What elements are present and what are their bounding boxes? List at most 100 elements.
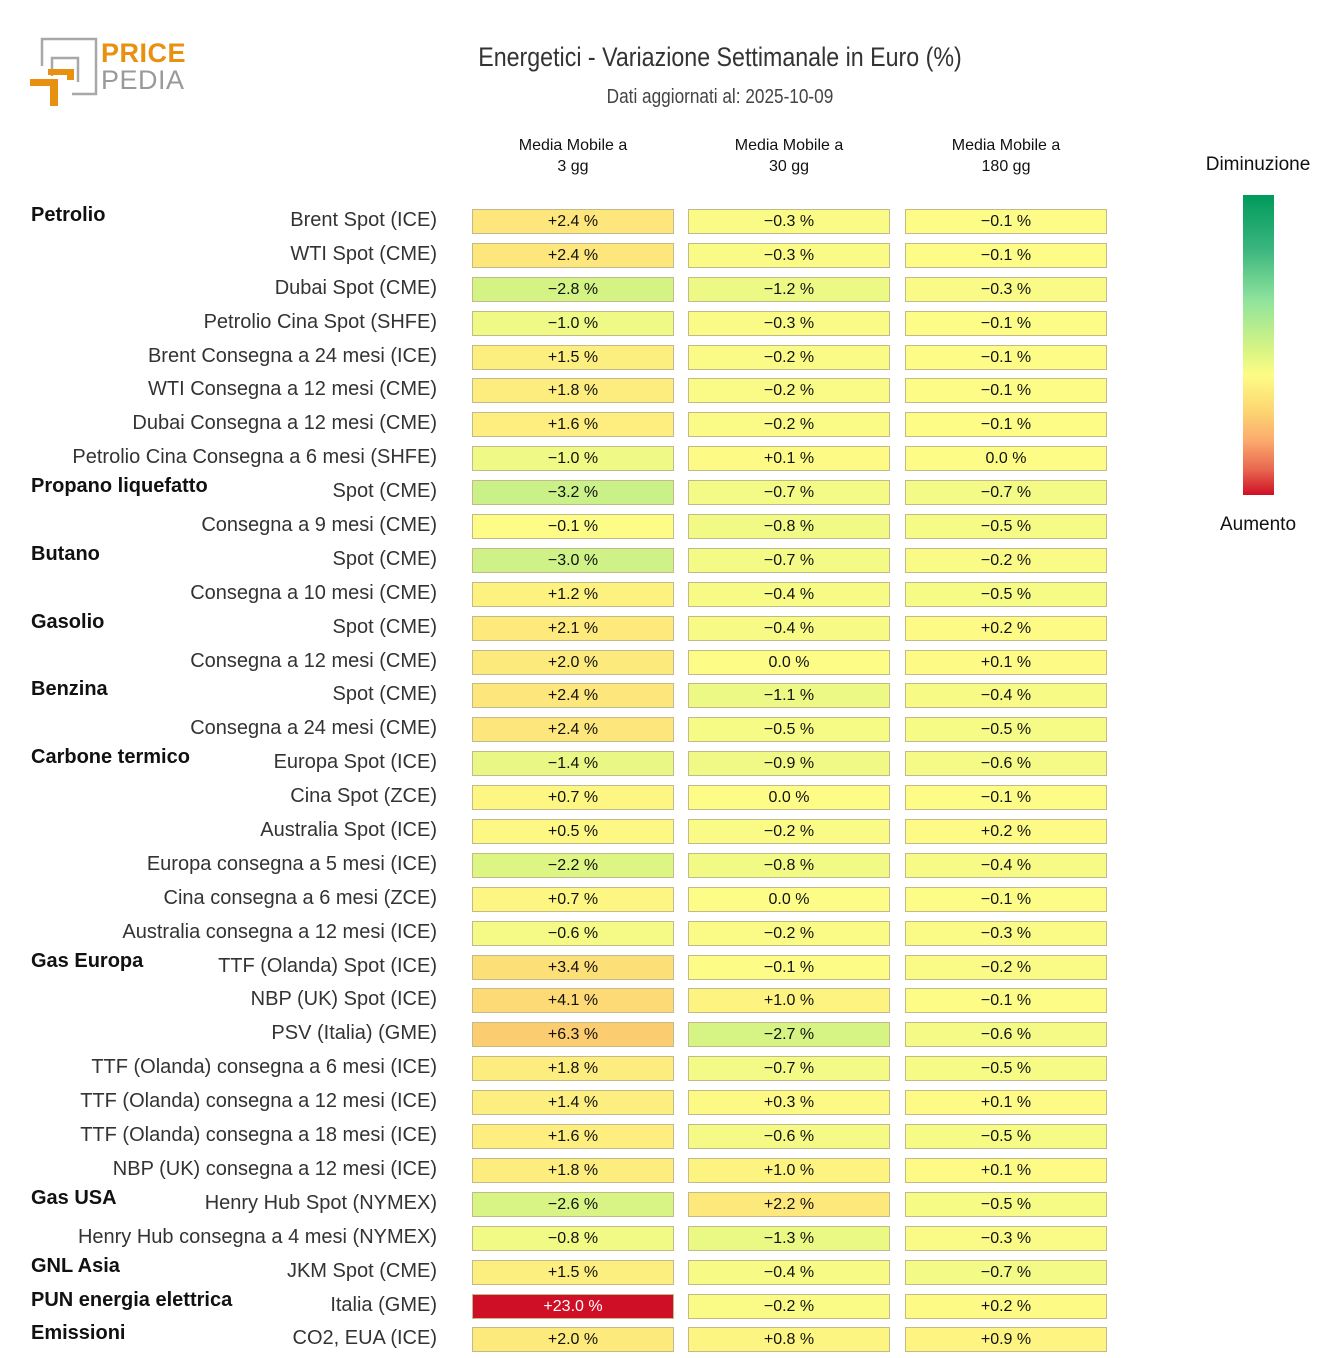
heatmap-cell: +0.9 % [905, 1327, 1107, 1353]
heatmap-cell: +6.3 % [472, 1022, 674, 1048]
heatmap-cell: −0.6 % [688, 1124, 890, 1150]
row-label: Petrolio Cina Spot (SHFE) [203, 310, 437, 333]
table-row: WTI Consegna a 12 mesi (CME) +1.8 % −0.2 %… [0, 375, 1120, 409]
table-row: Consegna a 10 mesi (CME) +1.2 % −0.4 % −0.5… [0, 579, 1120, 613]
column-header-line2: 180 gg [981, 158, 1031, 175]
row-label: Consegna a 24 mesi (CME) [190, 717, 437, 740]
category-label: Gas Europa [31, 949, 144, 972]
heatmap-cell: −0.6 % [905, 751, 1107, 777]
table-row: Propano liquefatto Spot (CME) −3.2 % −0.7 %… [0, 475, 1120, 511]
heatmap-cell: +3.4 % [472, 954, 674, 980]
logo-text: PRICE PEDIA [101, 40, 186, 94]
chart-subtitle: Dati aggiornati al: 2025-10-09 [606, 86, 834, 108]
heatmap-cell: +0.2 % [905, 819, 1107, 845]
legend-top-label: Diminuzione [1205, 154, 1311, 175]
table-row: Consegna a 9 mesi (CME) −0.1 % −0.8 % −0.5 … [0, 511, 1120, 545]
heatmap-cell: −2.6 % [472, 1191, 674, 1217]
heatmap-cell: +2.4 % [472, 209, 674, 234]
heatmap-cell: +0.5 % [472, 819, 674, 845]
category-label: Gasolio [31, 610, 105, 633]
column-header-line1: Media Mobile a [518, 137, 628, 154]
heatmap-cell: +2.4 % [472, 717, 674, 743]
heatmap-cell: +2.2 % [688, 1191, 890, 1217]
row-label: Spot (CME) [332, 615, 437, 638]
table-row: TTF (Olanda) consegna a 6 mesi (ICE) +1.8… [0, 1053, 1120, 1087]
category-label: Propano liquefatto [31, 475, 208, 498]
column-header-line2: 3 gg [557, 158, 589, 175]
category-label: Carbone termico [31, 746, 190, 769]
heatmap-cell: −0.1 % [905, 344, 1107, 370]
heatmap-cell: −0.4 % [688, 1259, 890, 1285]
row-label: Consegna a 10 mesi (CME) [190, 581, 437, 604]
heatmap-cell: 0.0 % [688, 785, 890, 811]
heatmap-cell: −0.1 % [905, 886, 1107, 912]
table-row: TTF (Olanda) consegna a 18 mesi (ICE) +1.… [0, 1121, 1120, 1155]
row-label: Henry Hub Spot (NYMEX) [204, 1191, 437, 1214]
table-row: Henry Hub consegna a 4 mesi (NYMEX) −0.8 … [0, 1223, 1120, 1257]
row-label: WTI Consegna a 12 mesi (CME) [148, 378, 437, 401]
heatmap-cell: −1.1 % [688, 683, 890, 709]
table-row: Australia Spot (ICE) +0.5 % −0.2 % +0.2 % [0, 816, 1120, 850]
table-row: Benzina Spot (CME) +2.4 % −1.1 % −0.4 % [0, 678, 1120, 714]
heatmap-cell: +1.2 % [472, 581, 674, 607]
table-row: Emissioni CO2, EUA (ICE) +2.0 % +0.8 % +0.9 … [0, 1322, 1120, 1358]
category-label: Emissioni [31, 1322, 126, 1345]
heatmap-cell: −0.5 % [905, 514, 1107, 540]
heatmap-cell: −0.8 % [688, 514, 890, 540]
category-label: Petrolio [31, 204, 106, 226]
row-label: NBP (UK) Spot (ICE) [250, 988, 437, 1011]
legend-color-bar [1243, 195, 1274, 495]
heatmap-cell: −0.1 % [472, 514, 674, 540]
heatmap-cell: +2.4 % [472, 242, 674, 268]
table-row: PUN energia elettrica Italia (GME) +23.0 %… [0, 1289, 1120, 1325]
heatmap-cell: −0.5 % [905, 1124, 1107, 1150]
heatmap-cell: +2.1 % [472, 615, 674, 641]
row-label: Spot (CME) [332, 547, 437, 570]
row-label: TTF (Olanda) Spot (ICE) [218, 954, 437, 977]
category-label: Butano [31, 542, 100, 565]
row-label: Cina Spot (ZCE) [290, 785, 437, 808]
heatmap-cell: −3.2 % [472, 480, 674, 506]
heatmap-cell: +0.7 % [472, 886, 674, 912]
row-label: Henry Hub consegna a 4 mesi (NYMEX) [77, 1225, 437, 1248]
heatmap-cell: −0.1 % [905, 209, 1107, 234]
heatmap-cell: −0.4 % [688, 615, 890, 641]
heatmap-cell: −0.3 % [688, 242, 890, 268]
row-label: Consegna a 9 mesi (CME) [201, 514, 437, 537]
table-row: Australia consegna a 12 mesi (ICE) −0.6 %… [0, 918, 1120, 952]
heatmap-cell: −2.2 % [472, 852, 674, 878]
row-label: Europa Spot (ICE) [273, 751, 437, 774]
column-header-180gg: Media Mobile a 180 gg [905, 135, 1107, 177]
heatmap-cell: −0.3 % [905, 1225, 1107, 1251]
row-label: TTF (Olanda) consegna a 6 mesi (ICE) [91, 1056, 437, 1079]
legend-bottom-label: Aumento [1219, 514, 1297, 535]
row-label: PSV (Italia) (GME) [271, 1022, 437, 1045]
table-row: Dubai Spot (CME) −2.8 % −1.2 % −0.3 % [0, 274, 1120, 308]
table-row: Gas Europa TTF (Olanda) Spot (ICE) +3.4 % −… [0, 949, 1120, 986]
table-row: Europa consegna a 5 mesi (ICE) −2.2 % −0.8… [0, 850, 1120, 884]
heatmap-cell: −0.1 % [905, 378, 1107, 404]
category-label: GNL Asia [31, 1254, 120, 1277]
heatmap-cell: −0.1 % [905, 412, 1107, 438]
heatmap-cell: −1.4 % [472, 751, 674, 777]
heatmap-cell: +0.2 % [905, 615, 1107, 641]
heatmap-cell: −0.9 % [688, 751, 890, 777]
category-label: Benzina [31, 678, 108, 701]
row-label: TTF (Olanda) consegna a 12 mesi (ICE) [80, 1090, 437, 1113]
heatmap-cell: −0.6 % [472, 920, 674, 946]
heatmap-cell: +2.0 % [472, 649, 674, 675]
column-header-3gg: Media Mobile a 3 gg [472, 135, 674, 177]
heatmap-cell: −0.2 % [688, 920, 890, 946]
table-row: Gasolio Spot (CME) +2.1 % −0.4 % +0.2 % [0, 610, 1120, 647]
table-row: Carbone termico Europa Spot (ICE) −1.4 % −0… [0, 746, 1120, 782]
logo-price: PRICE [101, 38, 187, 68]
heatmap-cell: −1.0 % [472, 446, 674, 472]
heatmap-cell: −0.5 % [905, 581, 1107, 607]
heatmap-cell: +0.1 % [688, 446, 890, 472]
table-row: Gas USA Henry Hub Spot (NYMEX) −2.6 % +2.2 … [0, 1187, 1120, 1223]
heatmap-cell: −0.1 % [688, 954, 890, 980]
heatmap-cell: −2.7 % [688, 1022, 890, 1048]
heatmap-cell: −1.0 % [472, 310, 674, 336]
row-label: Dubai Spot (CME) [274, 276, 437, 299]
heatmap-cell: +2.0 % [472, 1327, 674, 1353]
